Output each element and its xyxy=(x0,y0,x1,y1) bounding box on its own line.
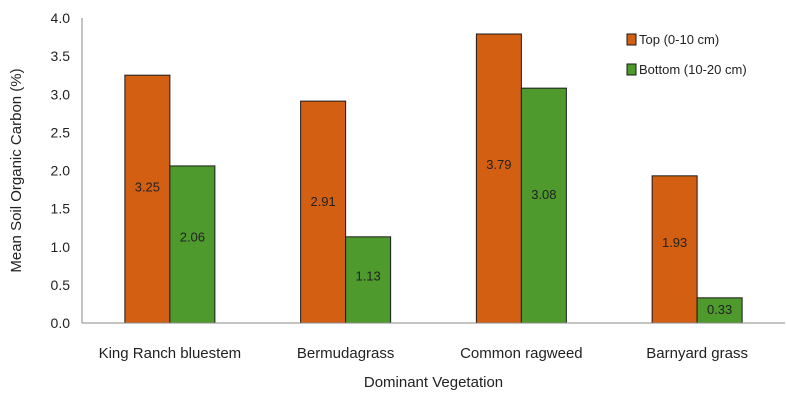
bar-top-1 xyxy=(300,100,347,324)
legend: Top (0-10 cm) Bottom (10-20 cm) xyxy=(626,32,747,77)
x-tick-label: Barnyard grass xyxy=(646,345,748,362)
x-tick-label: Bermudagrass xyxy=(297,345,395,362)
y-tick-label: 0.5 xyxy=(51,277,71,293)
bar-top-0 xyxy=(124,74,171,324)
y-axis: 0.0 0.5 1.0 1.5 2.0 2.5 3.0 3.5 4.0 xyxy=(51,10,83,331)
x-tick-label: Common ragweed xyxy=(460,345,583,362)
x-axis-title: Dominant Vegetation xyxy=(364,374,503,391)
y-tick-label: 3.5 xyxy=(51,48,71,64)
y-tick-label: 3.0 xyxy=(51,86,71,102)
legend-label: Top (0-10 cm) xyxy=(639,32,719,47)
data-label: 2.06 xyxy=(180,230,205,245)
data-label: 1.13 xyxy=(355,269,380,284)
bars: 3.25 2.06 2.91 1.13 3.79 3.08 1.93 0.33 xyxy=(124,33,743,324)
legend-label: Bottom (10-20 cm) xyxy=(639,62,747,77)
data-label: 3.79 xyxy=(486,157,511,172)
y-tick-label: 2.5 xyxy=(51,124,71,140)
y-axis-title: Mean Soil Organic Carbon (%) xyxy=(8,68,25,272)
y-tick-label: 2.0 xyxy=(51,163,71,179)
y-tick-label: 4.0 xyxy=(51,10,71,26)
y-tick-label: 0.0 xyxy=(51,315,71,331)
data-label: 2.91 xyxy=(310,194,335,209)
x-tick-label: King Ranch bluestem xyxy=(99,345,242,362)
data-label: 3.08 xyxy=(531,187,556,202)
legend-swatch xyxy=(626,33,637,46)
data-label: 3.25 xyxy=(135,180,160,195)
data-label: 0.33 xyxy=(707,302,732,317)
legend-swatch xyxy=(626,63,637,76)
y-tick-label: 1.5 xyxy=(51,201,71,217)
y-tick-label: 1.0 xyxy=(51,239,71,255)
data-label: 1.93 xyxy=(662,235,687,250)
bar-top-2 xyxy=(475,33,522,324)
bar-bottom-2 xyxy=(520,87,567,324)
bar-bottom-1 xyxy=(345,236,392,324)
x-axis: King Ranch bluestem Bermudagrass Common ra… xyxy=(82,322,785,362)
